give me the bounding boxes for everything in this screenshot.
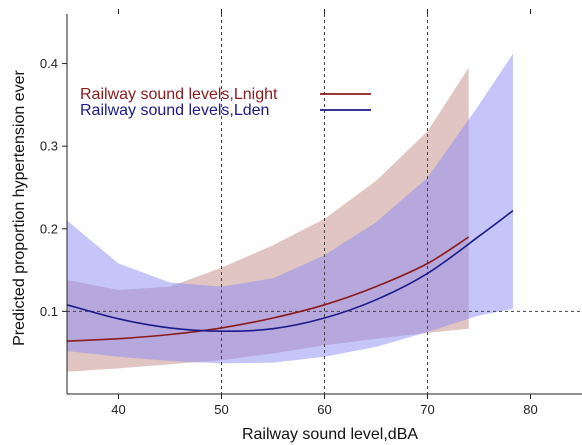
x-axis-title: Railway sound level,dBA <box>242 426 418 443</box>
y-tick-label-3: 0.4 <box>40 56 58 71</box>
y-tick-label-2: 0.3 <box>40 139 58 154</box>
series-line-1 <box>66 209 514 333</box>
reference-lines <box>67 14 582 394</box>
series-lines <box>66 209 514 342</box>
y-axis-title: Predicted proportion hypertension ever <box>11 69 28 345</box>
legend-label-0: Railway sound levels,Lnight <box>80 86 278 103</box>
x-tick-label-2: 60 <box>317 402 331 417</box>
x-tick-label-0: 40 <box>111 402 125 417</box>
y-tick-label-1: 0.2 <box>40 221 58 236</box>
axes: 40 50 60 70 80 0.1 0.2 0.3 0.4 <box>40 9 582 417</box>
x-tick-label-4: 80 <box>523 402 537 417</box>
ci-band-1 <box>67 53 513 364</box>
x-tick-label-1: 50 <box>214 402 228 417</box>
x-tick-label-3: 70 <box>420 402 434 417</box>
y-tick-label-0: 0.1 <box>40 304 58 319</box>
series-line-0 <box>66 236 470 342</box>
legend-label-1: Railway sound levels,Lden <box>80 102 269 119</box>
confidence-bands <box>67 53 513 372</box>
